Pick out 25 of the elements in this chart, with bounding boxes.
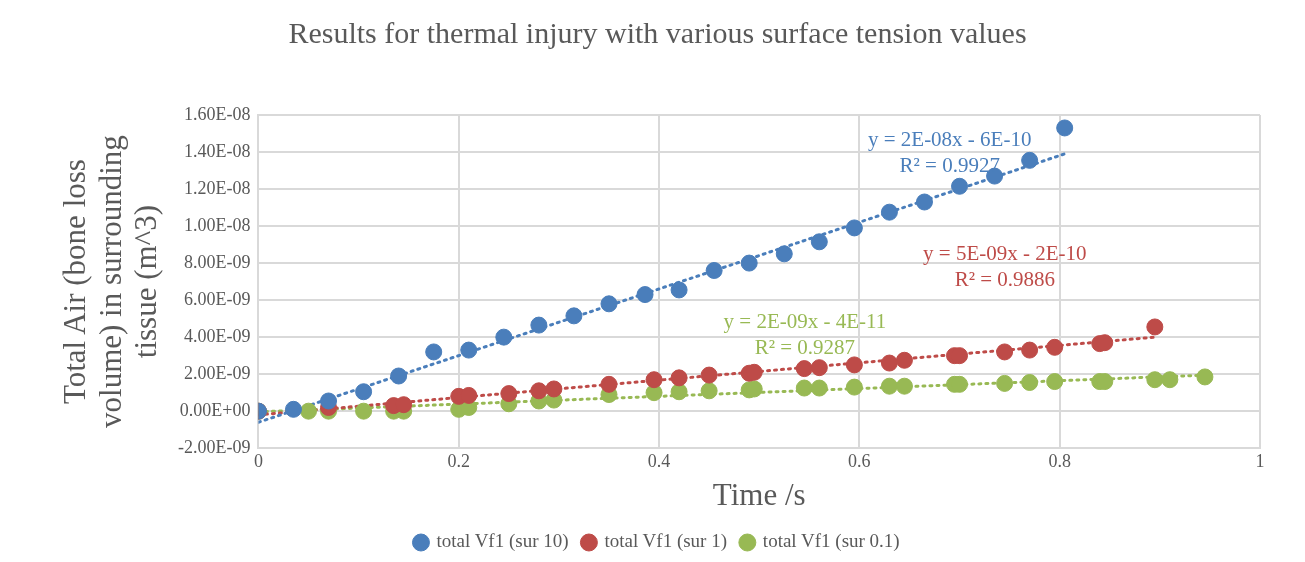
x-tick-label: 0 bbox=[253, 450, 263, 471]
y-tick-label: 1.00E-08 bbox=[183, 214, 251, 235]
annotation: y = 2E-08x - 6E-10 R² = 0.9927 bbox=[867, 127, 1032, 178]
y-tick-label: 1.20E-08 bbox=[183, 177, 251, 198]
x-tick-label: 0.6 bbox=[848, 450, 871, 471]
legend-label: total Vf1 (sur 1) bbox=[604, 530, 728, 553]
x-tick-label: 0.2 bbox=[447, 450, 470, 471]
chart-title: Results for thermal injury with various surface tension values bbox=[288, 15, 1027, 49]
x-tick-label: 0.8 bbox=[1048, 450, 1071, 471]
y-axis-title: Total Air (bone loss volume) in surrounding tissue (m^3) bbox=[56, 135, 164, 428]
x-tick-label: 1 bbox=[1255, 450, 1265, 471]
x-axis-title: Time /s bbox=[712, 476, 806, 512]
y-tick-label: 2.00E-09 bbox=[183, 362, 251, 383]
annotation: y = 2E-09x - 4E-11 R² = 0.9287 bbox=[723, 308, 887, 359]
legend-label: total Vf1 (sur 0.1) bbox=[762, 530, 900, 553]
y-tick-label: 8.00E-09 bbox=[183, 251, 251, 272]
legend-label: total Vf1 (sur 10) bbox=[436, 530, 569, 553]
y-tick-label: 1.40E-08 bbox=[183, 140, 251, 161]
y-tick-label: 0.00E+00 bbox=[179, 399, 251, 420]
y-tick-label: 4.00E-09 bbox=[183, 325, 251, 346]
x-tick-label: 0.4 bbox=[647, 450, 671, 471]
annotation: y = 5E-09x - 2E-10 R² = 0.9886 bbox=[923, 240, 1087, 291]
y-tick-label: 1.60E-08 bbox=[183, 103, 251, 124]
y-tick-label: 6.00E-09 bbox=[183, 288, 251, 309]
y-tick-label: -2.00E-09 bbox=[177, 436, 251, 457]
